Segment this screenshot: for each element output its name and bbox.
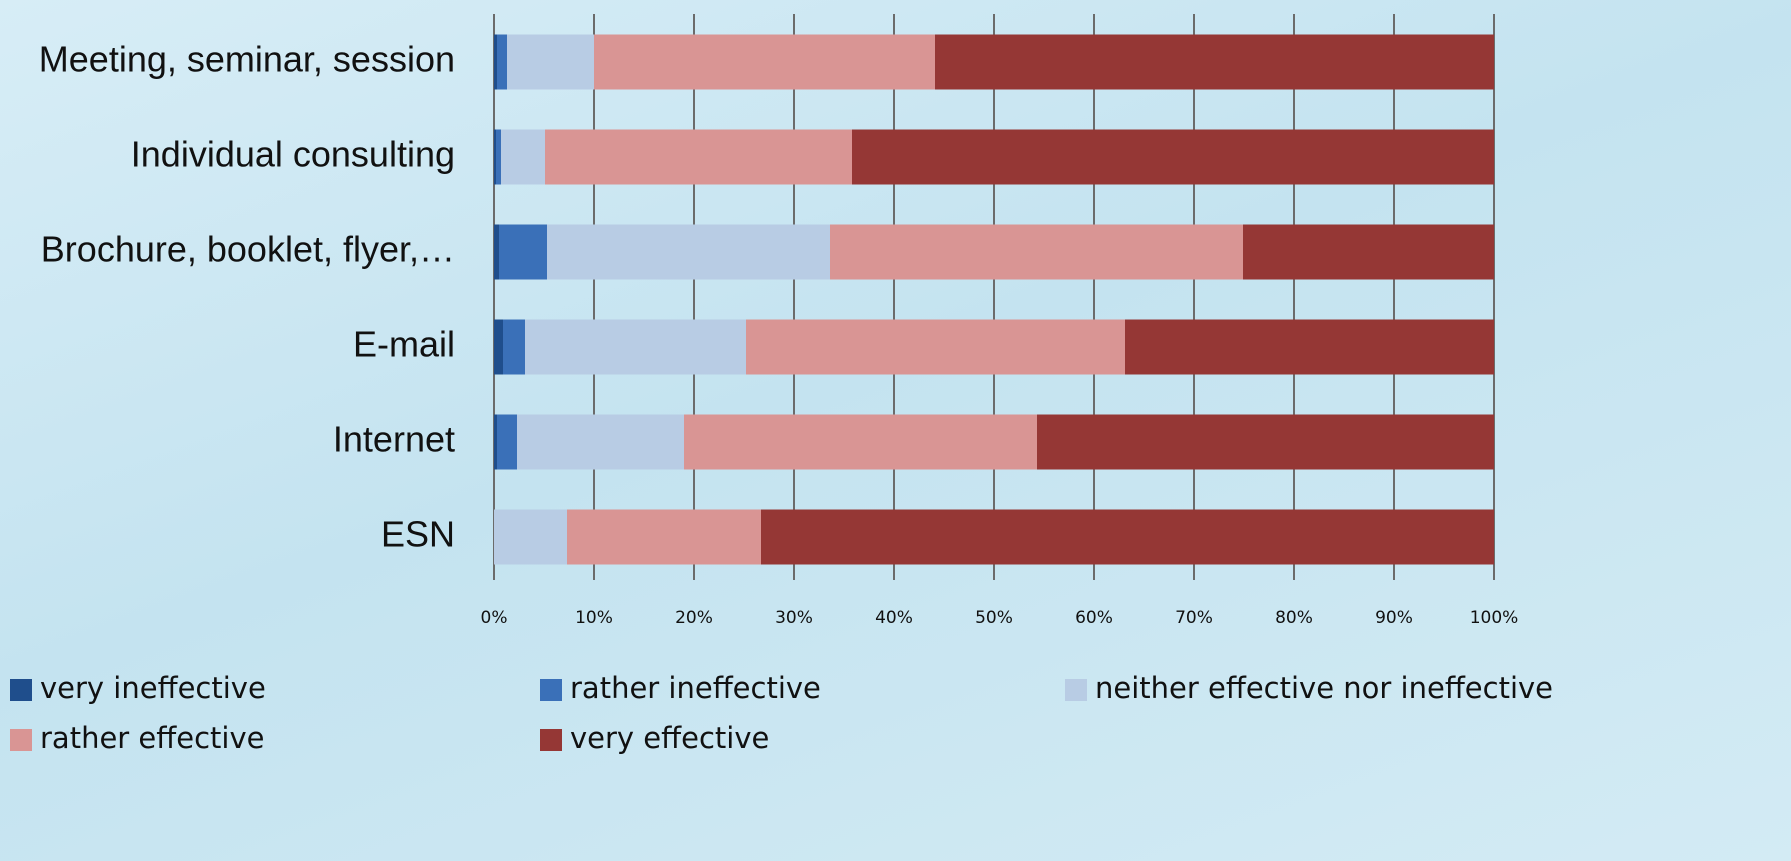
x-tick-label: 10%	[575, 608, 613, 628]
bar-segment	[545, 129, 852, 185]
category-label: Individual consulting	[131, 134, 455, 175]
bar-segment	[507, 34, 594, 90]
category-label: Brochure, booklet, flyer,…	[41, 229, 455, 270]
x-tick-label: 50%	[975, 608, 1013, 628]
bar-segment	[503, 319, 525, 375]
bar-segment	[1243, 224, 1494, 280]
bar-segment	[497, 34, 507, 90]
x-tick-label: 20%	[675, 608, 713, 628]
legend-label: neither effective nor ineffective	[1095, 671, 1553, 705]
x-tick-label: 40%	[875, 608, 913, 628]
legend-label: rather ineffective	[570, 671, 821, 705]
legend-swatch	[540, 679, 562, 701]
bar-segment	[567, 509, 761, 565]
category-label: Internet	[333, 419, 455, 460]
bar-segment	[1037, 414, 1494, 470]
bar-segment	[547, 224, 830, 280]
x-tick-label: 100%	[1470, 608, 1519, 628]
bar-segment	[494, 319, 503, 375]
bar-segment	[496, 129, 501, 185]
legend-label: very ineffective	[40, 671, 266, 705]
legend-swatch	[10, 679, 32, 701]
legend-swatch	[1065, 679, 1087, 701]
bar-segment	[852, 129, 1494, 185]
x-tick-label: 30%	[775, 608, 813, 628]
bar-segment	[594, 34, 935, 90]
bar-segment	[525, 319, 746, 375]
category-label: E-mail	[353, 324, 455, 365]
x-tick-label: 70%	[1175, 608, 1213, 628]
x-tick-label: 0%	[481, 608, 508, 628]
bar-segment	[935, 34, 1494, 90]
bar-segment	[494, 224, 499, 280]
bar-segment	[501, 129, 545, 185]
category-label: ESN	[381, 514, 455, 555]
bar-segment	[517, 414, 684, 470]
legend-label: very effective	[570, 721, 769, 755]
bar-segment	[684, 414, 1037, 470]
x-tick-label: 60%	[1075, 608, 1113, 628]
bar-segment	[494, 414, 497, 470]
legend-swatch	[10, 729, 32, 751]
bar-segment	[746, 319, 1125, 375]
bar-segment	[830, 224, 1243, 280]
bar-segment	[499, 224, 547, 280]
legend-swatch	[540, 729, 562, 751]
x-tick-label: 80%	[1275, 608, 1313, 628]
bar-segment	[497, 414, 517, 470]
bar-segment	[761, 509, 1494, 565]
bar-segment	[494, 509, 567, 565]
category-label: Meeting, seminar, session	[39, 39, 455, 80]
legend-label: rather effective	[40, 721, 264, 755]
bar-segment	[494, 129, 496, 185]
x-tick-label: 90%	[1375, 608, 1413, 628]
bar-segment	[1125, 319, 1494, 375]
bar-segment	[494, 34, 497, 90]
